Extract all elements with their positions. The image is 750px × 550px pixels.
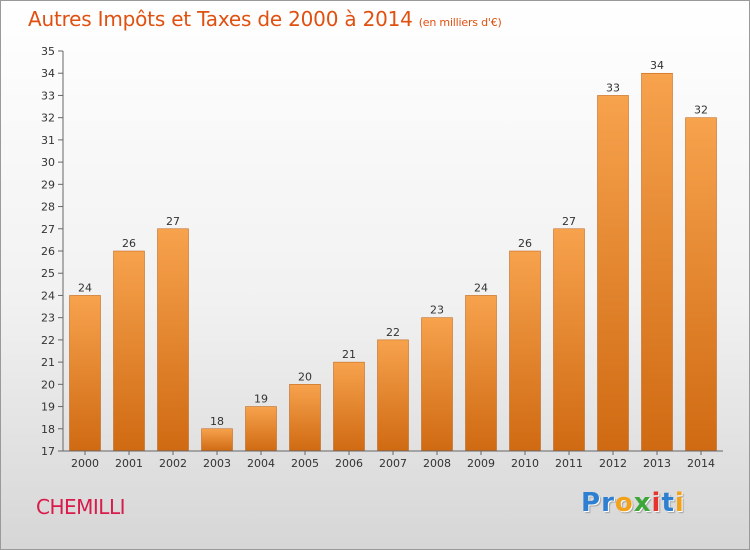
logo-letter: i [674, 488, 685, 518]
y-tick-label: 18 [41, 423, 55, 436]
y-tick-label: 21 [41, 356, 55, 369]
y-tick-label: 32 [41, 112, 55, 125]
y-tick-label: 28 [41, 201, 55, 214]
data-label: 34 [650, 59, 664, 72]
data-label: 23 [430, 304, 444, 317]
data-label: 26 [518, 237, 532, 250]
x-tick-label: 2013 [643, 457, 671, 470]
bar [597, 95, 629, 452]
y-tick-label: 23 [41, 312, 55, 325]
y-tick-label: 20 [41, 378, 55, 391]
logo-letter: i [651, 488, 662, 518]
data-label: 20 [298, 370, 312, 383]
y-tick-label: 27 [41, 223, 55, 236]
y-tick-label: 31 [41, 134, 55, 147]
data-label: 18 [210, 415, 224, 428]
x-tick-label: 2012 [599, 457, 627, 470]
logo-letter: x [633, 488, 652, 518]
y-tick-label: 24 [41, 289, 55, 302]
x-tick-label: 2002 [159, 457, 187, 470]
bar [245, 406, 277, 452]
data-label: 22 [386, 326, 400, 339]
y-tick-label: 19 [41, 401, 55, 414]
bar [685, 117, 717, 452]
bar [201, 428, 233, 452]
y-tick-label: 30 [41, 156, 55, 169]
data-label: 32 [694, 104, 708, 117]
x-tick-label: 2014 [687, 457, 715, 470]
logo-letter: r [601, 488, 615, 518]
data-label: 27 [166, 215, 180, 228]
y-tick-label: 35 [41, 45, 55, 58]
x-tick-label: 2005 [291, 457, 319, 470]
bar [289, 384, 321, 452]
bar [113, 250, 145, 452]
bar [157, 228, 189, 452]
y-tick-label: 17 [41, 445, 55, 458]
y-tick-label: 29 [41, 178, 55, 191]
bar [509, 250, 541, 452]
y-tick-label: 25 [41, 267, 55, 280]
data-label: 19 [254, 393, 268, 406]
proxiti-logo[interactable]: Proxiti [581, 488, 685, 518]
chart-title-text: Autres Impôts et Taxes de 2000 à 2014 [28, 7, 413, 31]
x-tick-label: 2004 [247, 457, 275, 470]
x-tick-label: 2011 [555, 457, 583, 470]
y-tick-label: 34 [41, 67, 55, 80]
chart-title: Autres Impôts et Taxes de 2000 à 2014 (en… [28, 7, 502, 31]
bar [421, 317, 453, 452]
x-tick-label: 2008 [423, 457, 451, 470]
y-tick-label: 22 [41, 334, 55, 347]
data-label: 26 [122, 237, 136, 250]
data-label: 21 [342, 348, 356, 361]
data-label: 27 [562, 215, 576, 228]
bar [377, 339, 409, 452]
logo-letter: o [614, 488, 634, 518]
data-label: 24 [474, 281, 488, 294]
x-tick-label: 2006 [335, 457, 363, 470]
bar [333, 361, 365, 452]
logo-letter: t [661, 488, 675, 518]
x-tick-label: 2001 [115, 457, 143, 470]
city-name: CHEMILLI [36, 495, 125, 519]
data-label: 24 [78, 281, 92, 294]
logo-letter: P [581, 488, 602, 518]
x-tick-label: 2003 [203, 457, 231, 470]
data-label: 33 [606, 81, 620, 94]
bar [465, 295, 497, 452]
bar [553, 228, 585, 452]
y-tick-label: 26 [41, 245, 55, 258]
x-tick-label: 2007 [379, 457, 407, 470]
bar [641, 72, 673, 452]
y-tick-label: 33 [41, 89, 55, 102]
x-tick-label: 2009 [467, 457, 495, 470]
x-tick-label: 2000 [71, 457, 99, 470]
bar [69, 295, 101, 452]
chart-subtitle: (en milliers d'€) [418, 16, 502, 29]
x-tick-label: 2010 [511, 457, 539, 470]
